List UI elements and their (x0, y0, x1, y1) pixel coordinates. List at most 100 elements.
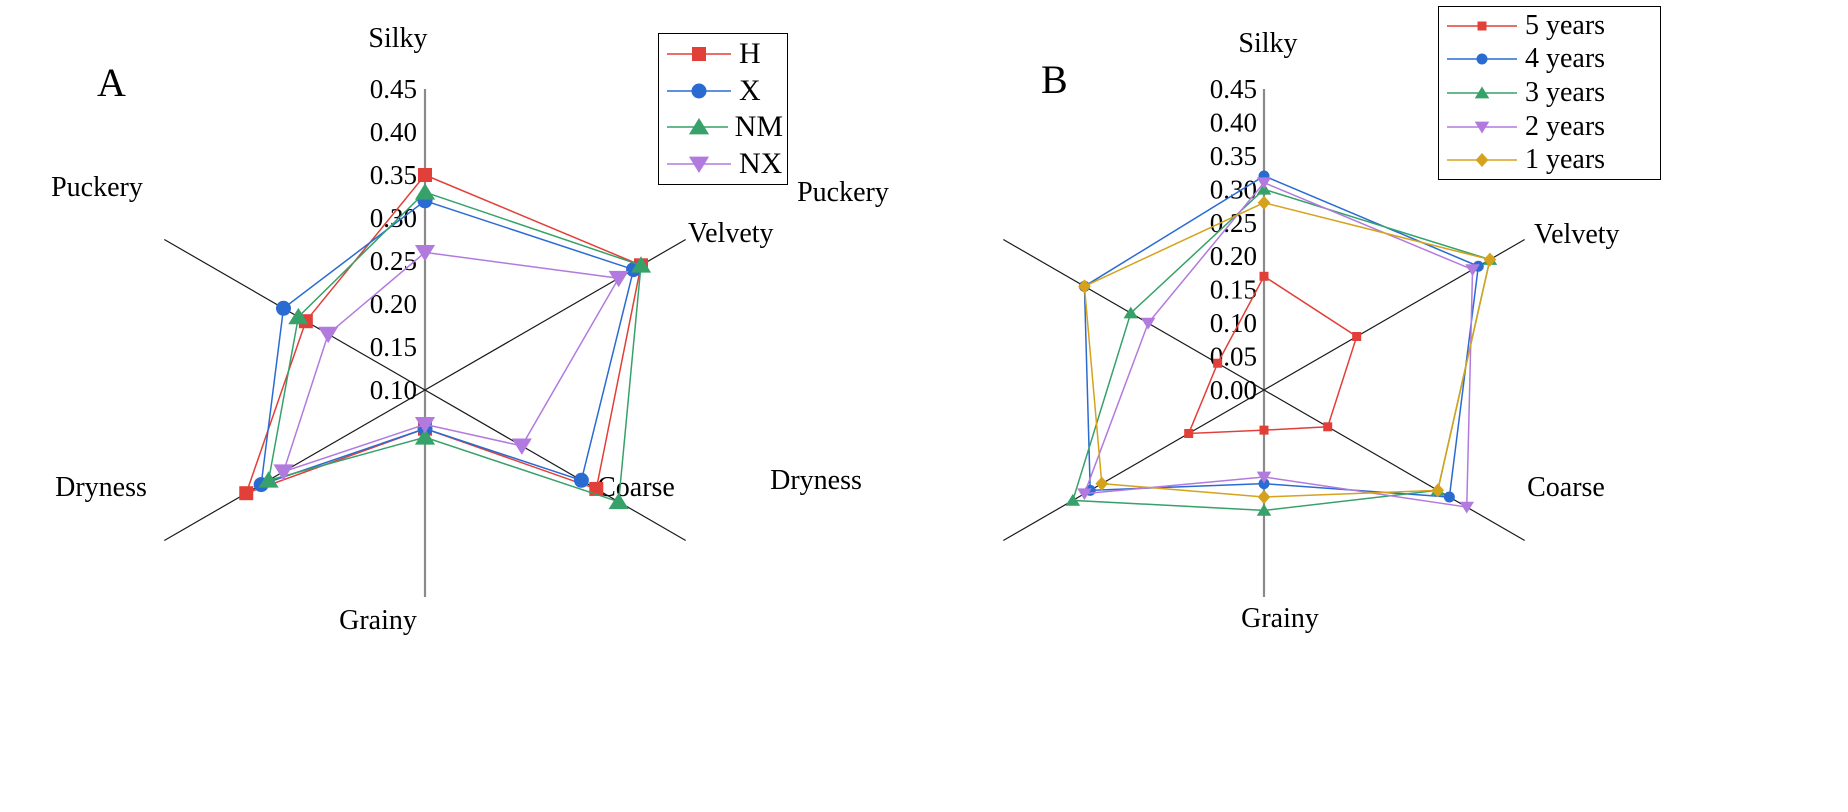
square-icon (692, 47, 706, 62)
b-series-2-years-point-grainy (1256, 471, 1272, 484)
b-axis-label-puckery: Puckery (797, 177, 889, 208)
b-series-1-years-point-dryness (1095, 476, 1109, 491)
a-series-nx-line (282, 251, 620, 473)
b-series-1-years-point-grainy (1257, 490, 1271, 505)
b-series-5-years-point-coarse (1323, 422, 1333, 432)
b-axis-label-silky: Silky (1238, 28, 1297, 59)
b-tick-label-0.40: 0.40 (1210, 107, 1257, 137)
legend-item-5-years: 5 years (1446, 10, 1656, 42)
b-tick-label-0.00: 0.00 (1210, 375, 1257, 405)
b-axis-label-coarse: Coarse (1527, 472, 1605, 503)
b-tick-label-0.15: 0.15 (1210, 275, 1257, 305)
a-series-nx-point-coarse (511, 438, 532, 455)
legend-panel-b: 5 years 4 years 3 years 2 years 1 years (1438, 6, 1661, 180)
square-icon (1477, 21, 1487, 31)
a-series-nx-point-velvety (608, 270, 629, 288)
b-series-1-years-point-velvety (1483, 252, 1497, 267)
b-series-3-years-point-grainy (1256, 503, 1272, 516)
b-series-2-years-line (1083, 181, 1474, 508)
legend-swatch-h (667, 47, 731, 62)
a-series-x-point-coarse (573, 472, 589, 488)
b-tick-label-0.45: 0.45 (1210, 74, 1257, 104)
a-series-h-point-dryness (239, 486, 254, 501)
legend-label: H (739, 37, 761, 71)
b-series-3-years-point-puckery (1123, 306, 1139, 319)
a-axis-label-grainy: Grainy (339, 605, 417, 636)
a-series-nx-point-grainy (414, 417, 436, 434)
b-series-1-years-point-coarse (1431, 483, 1445, 498)
legend-swatch-1-years (1447, 153, 1517, 168)
circle-icon (691, 83, 707, 99)
a-axis-label-coarse: Coarse (597, 472, 675, 503)
legend-label: 5 years (1525, 9, 1606, 41)
b-tick-label-0.35: 0.35 (1210, 141, 1257, 171)
a-tick-label-0.20: 0.20 (370, 289, 417, 319)
panel-label-a: A (97, 60, 126, 105)
legend-swatch-nm (667, 118, 728, 135)
b-series-1-years-point-puckery (1078, 279, 1091, 294)
a-series-nx-point-puckery (318, 326, 339, 344)
a-series-nm-point-coarse (608, 492, 629, 510)
b-series-3-years-line (1071, 188, 1491, 512)
legend-item-1-years: 1 years (1446, 144, 1656, 176)
legend-swatch-3-years (1447, 86, 1517, 99)
legend-item-x: X (666, 74, 783, 108)
diamond-icon (1475, 153, 1489, 168)
legend-item-3-years: 3 years (1446, 77, 1656, 109)
legend-label: X (739, 73, 761, 107)
triangle-up-icon (688, 118, 710, 135)
legend-label: 2 years (1525, 110, 1606, 142)
b-series-1-years-line (1083, 201, 1491, 498)
b-series-4-years-point-grainy (1258, 478, 1270, 490)
b-axis-label-grainy: Grainy (1241, 603, 1319, 634)
b-series-5-years-point-grainy (1259, 425, 1269, 435)
legend-label: NX (739, 146, 783, 180)
legend-swatch-5-years (1447, 21, 1517, 31)
b-series-1-years-point-silky (1257, 195, 1271, 210)
a-series-nm-point-silky (414, 183, 436, 200)
b-tick-label-0.30: 0.30 (1210, 174, 1257, 204)
b-series-5-years-point-velvety (1352, 331, 1362, 341)
a-axis-label-velvety: Velvety (688, 218, 774, 249)
a-tick-label-0.25: 0.25 (370, 246, 417, 276)
a-series-h-point-silky (418, 168, 432, 182)
b-series-4-years-point-coarse (1443, 491, 1455, 503)
legend-item-nm: NM (666, 110, 783, 144)
a-axis-label-silky: Silky (368, 23, 427, 54)
b-tick-label-0.20: 0.20 (1210, 241, 1257, 271)
legend-swatch-4-years (1447, 53, 1517, 65)
a-tick-label-0.40: 0.40 (370, 117, 417, 147)
a-series-nm-point-dryness (258, 471, 279, 488)
a-tick-label-0.15: 0.15 (370, 332, 417, 362)
a-axis-label-dryness: Dryness (55, 472, 147, 503)
a-series-nx-point-dryness (273, 464, 294, 481)
legend-swatch-nx (667, 156, 731, 173)
legend-item-nx: NX (666, 147, 783, 181)
a-series-nm-point-grainy (414, 428, 436, 445)
legend-label: 1 years (1525, 144, 1606, 176)
a-series-nm-point-puckery (288, 307, 309, 325)
triangle-down-icon (688, 156, 710, 173)
legend-item-2-years: 2 years (1446, 111, 1656, 143)
b-series-2-years-point-dryness (1077, 488, 1092, 501)
b-series-2-years-point-coarse (1459, 501, 1475, 514)
legend-swatch-x (667, 83, 731, 99)
legend-label: NM (734, 110, 783, 144)
circle-icon (1476, 53, 1488, 65)
b-series-5-years-point-dryness (1184, 428, 1194, 438)
b-axis-label-velvety: Velvety (1534, 219, 1620, 250)
b-series-5-years-point-puckery (1213, 358, 1223, 368)
b-series-2-years-point-puckery (1140, 317, 1156, 330)
b-series-5-years-point-silky (1259, 271, 1269, 281)
legend-item-h: H (666, 37, 783, 71)
a-tick-label-0.10: 0.10 (370, 375, 417, 405)
a-series-x-point-puckery (275, 300, 291, 316)
a-series-nm-point-velvety (630, 256, 652, 273)
a-series-h-point-coarse (589, 481, 604, 496)
a-series-nx-point-silky (414, 245, 436, 262)
legend-panel-a: H X NM NX (658, 33, 788, 185)
legend-label: 3 years (1525, 76, 1606, 108)
legend-swatch-2-years (1447, 121, 1517, 134)
legend-label: 4 years (1525, 43, 1606, 75)
